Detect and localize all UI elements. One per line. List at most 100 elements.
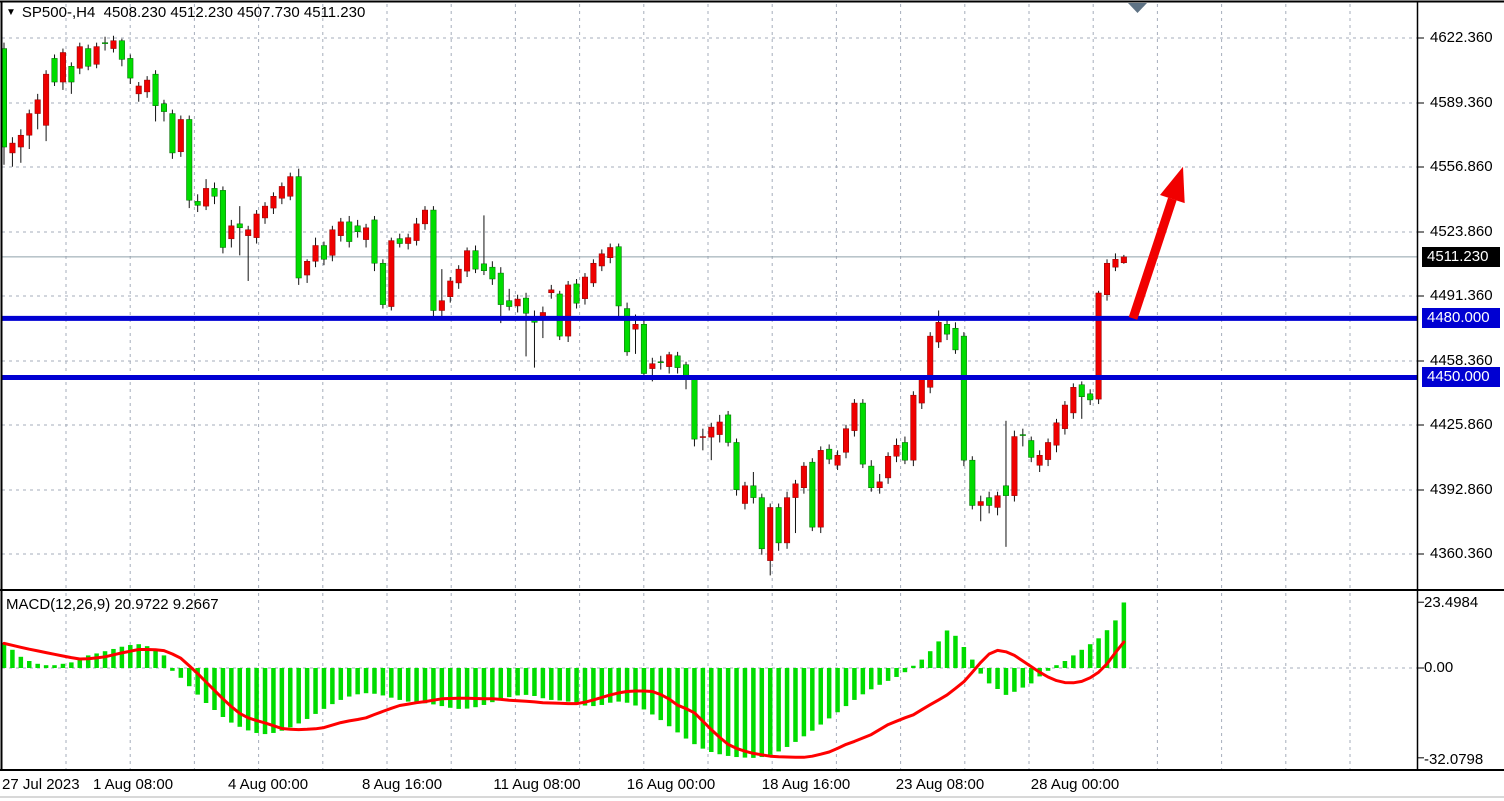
- candle-body: [792, 483, 799, 498]
- candle-body: [1061, 404, 1068, 429]
- macd-histogram-bar: [254, 668, 259, 733]
- quote-low: 4507.730: [237, 4, 300, 21]
- macd-histogram-bar: [448, 668, 453, 708]
- candle-body: [295, 176, 302, 279]
- macd-histogram-bar: [237, 668, 243, 727]
- candle-body: [236, 223, 243, 229]
- candle-body: [767, 507, 774, 561]
- macd-histogram-bar: [473, 668, 478, 708]
- time-axis-label: 16 Aug 00:00: [626, 776, 716, 793]
- macd-histogram-bar: [624, 668, 630, 703]
- candle-body: [725, 414, 732, 443]
- macd-histogram-bar: [262, 668, 268, 735]
- candle-body: [826, 448, 833, 460]
- candle-body: [144, 79, 151, 93]
- time-axis-label: 11 Aug 08:00: [493, 776, 581, 793]
- candle-body: [177, 119, 184, 153]
- macd-histogram-bar: [767, 668, 773, 755]
- macd-histogram-bar: [1020, 668, 1026, 688]
- macd-histogram-bar: [490, 668, 495, 703]
- macd-histogram-bar: [784, 668, 790, 747]
- macd-histogram-bar: [271, 668, 276, 733]
- candle-body: [186, 119, 193, 201]
- trend-arrow-shaft[interactable]: [1128, 197, 1177, 320]
- macd-histogram-bar: [119, 646, 125, 668]
- candle-body: [152, 73, 159, 106]
- macd-histogram-bar: [10, 649, 15, 668]
- candle-body: [1078, 384, 1085, 398]
- current-price-label: 4511.230: [1422, 246, 1500, 267]
- candle-body: [59, 52, 66, 83]
- macd-histogram-bar: [414, 668, 419, 703]
- candle-body: [497, 272, 504, 305]
- macd-histogram-bar: [936, 641, 941, 668]
- candle-body: [219, 190, 226, 248]
- candle-body: [548, 289, 555, 294]
- macd-histogram-bar: [970, 659, 975, 668]
- candle-body: [640, 324, 647, 374]
- candle-body: [565, 284, 572, 337]
- candle-body: [329, 229, 336, 256]
- candle-body: [455, 268, 462, 284]
- candle-body: [851, 402, 858, 431]
- macd-histogram-bar: [94, 653, 99, 668]
- macd-histogram-bar: [549, 668, 554, 700]
- candle-body: [76, 46, 83, 69]
- candle-body: [346, 221, 353, 242]
- macd-histogram-bar: [330, 668, 335, 705]
- macd-histogram-bar: [902, 668, 908, 673]
- macd-histogram-bar: [523, 668, 529, 695]
- macd-histogram-bar: [742, 668, 748, 758]
- candle-body: [624, 308, 631, 353]
- candle-body: [944, 324, 951, 335]
- time-axis-label: 8 Aug 16:00: [361, 776, 443, 793]
- candle-body: [169, 113, 176, 154]
- macd-histogram-bar: [944, 630, 950, 668]
- candle-body: [211, 188, 218, 197]
- candle-body: [1028, 440, 1035, 458]
- candle-body: [893, 444, 900, 457]
- macd-histogram-bar: [692, 668, 697, 745]
- macd-histogram-bar: [953, 635, 958, 668]
- candle-body: [110, 40, 117, 49]
- candle-body: [1104, 262, 1111, 295]
- macd-histogram-bar: [498, 668, 504, 700]
- price-axis-label: 4589.360: [1430, 93, 1493, 111]
- macd-histogram-bar: [978, 668, 983, 674]
- candle-body: [118, 40, 125, 60]
- candle-body: [68, 66, 75, 83]
- macd-histogram-bar: [759, 668, 765, 758]
- candle-body: [262, 205, 269, 219]
- symbol-dropdown-icon[interactable]: ▼: [6, 7, 16, 18]
- chart-shift-marker[interactable]: [1128, 3, 1147, 13]
- candle-body: [396, 238, 403, 244]
- candle-body: [573, 283, 580, 304]
- candle-body: [952, 327, 959, 351]
- trend-arrow-head[interactable]: [1160, 166, 1185, 204]
- candle-body: [405, 237, 412, 244]
- candle-body: [1019, 434, 1026, 436]
- macd-histogram-bar: [869, 668, 874, 690]
- macd-histogram-bar: [43, 665, 49, 668]
- candle-body: [438, 300, 445, 311]
- candle-body: [85, 48, 92, 67]
- candle-body: [388, 240, 395, 307]
- candle-body: [1095, 292, 1102, 400]
- macd-histogram-bar: [195, 668, 200, 695]
- quote-high: 4512.230: [170, 4, 233, 21]
- macd-histogram-bar: [456, 668, 461, 709]
- macd-histogram-bar: [860, 668, 866, 695]
- macd-histogram-bar: [397, 668, 402, 700]
- price-axis-label: 4458.360: [1430, 351, 1493, 369]
- candle-body: [775, 507, 782, 544]
- macd-histogram-bar: [279, 668, 285, 731]
- macd-histogram-bar: [153, 649, 158, 668]
- candle-body: [733, 442, 740, 490]
- candle-body: [1070, 387, 1077, 414]
- macd-histogram-bar: [85, 655, 91, 668]
- candle-body: [102, 42, 109, 44]
- macd-histogram-bar: [102, 651, 108, 668]
- candle-body: [716, 421, 723, 435]
- candle-body: [817, 450, 824, 528]
